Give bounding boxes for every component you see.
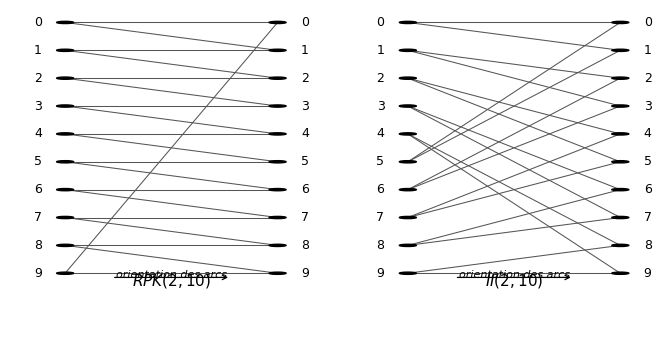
Text: 6: 6 [301, 183, 309, 196]
Text: 7: 7 [376, 211, 384, 224]
Text: 4: 4 [301, 127, 309, 140]
Text: 9: 9 [301, 267, 309, 280]
Text: 1: 1 [301, 44, 309, 57]
Text: 0: 0 [644, 16, 652, 29]
Circle shape [399, 216, 417, 219]
Text: 3: 3 [376, 100, 384, 113]
Circle shape [399, 133, 417, 135]
Circle shape [269, 77, 286, 79]
Circle shape [56, 105, 74, 107]
Circle shape [56, 161, 74, 163]
Circle shape [399, 189, 417, 191]
Circle shape [269, 161, 286, 163]
Circle shape [612, 21, 629, 24]
Text: 8: 8 [34, 239, 42, 252]
Text: 3: 3 [644, 100, 652, 113]
Text: 9: 9 [34, 267, 42, 280]
Circle shape [612, 105, 629, 107]
Text: 7: 7 [34, 211, 42, 224]
Text: 2: 2 [644, 72, 652, 85]
Circle shape [612, 77, 629, 79]
Text: 1: 1 [376, 44, 384, 57]
Circle shape [269, 133, 286, 135]
Circle shape [399, 21, 417, 24]
Text: $RPK(2, 10)$: $RPK(2, 10)$ [132, 272, 211, 290]
Circle shape [612, 189, 629, 191]
Text: 5: 5 [376, 155, 384, 168]
Circle shape [612, 49, 629, 51]
Circle shape [56, 216, 74, 219]
Text: 0: 0 [376, 16, 384, 29]
Text: 5: 5 [34, 155, 42, 168]
Text: 0: 0 [301, 16, 309, 29]
Circle shape [269, 189, 286, 191]
Text: 4: 4 [34, 127, 42, 140]
Circle shape [56, 49, 74, 51]
Text: 6: 6 [376, 183, 384, 196]
Circle shape [269, 216, 286, 219]
Circle shape [56, 272, 74, 274]
Circle shape [56, 189, 74, 191]
Circle shape [269, 49, 286, 51]
Text: 3: 3 [34, 100, 42, 113]
Text: 8: 8 [376, 239, 384, 252]
Circle shape [56, 21, 74, 24]
Circle shape [269, 105, 286, 107]
Circle shape [399, 49, 417, 51]
Circle shape [399, 161, 417, 163]
Text: 8: 8 [644, 239, 652, 252]
Text: 4: 4 [644, 127, 652, 140]
Text: 4: 4 [376, 127, 384, 140]
Text: 5: 5 [301, 155, 309, 168]
Text: 6: 6 [644, 183, 652, 196]
Circle shape [612, 272, 629, 274]
Text: 2: 2 [301, 72, 309, 85]
Circle shape [56, 133, 74, 135]
Text: 1: 1 [34, 44, 42, 57]
Text: 3: 3 [301, 100, 309, 113]
Text: 7: 7 [301, 211, 309, 224]
Circle shape [399, 244, 417, 246]
Text: 1: 1 [644, 44, 652, 57]
Circle shape [269, 244, 286, 246]
Text: orientation des arcs: orientation des arcs [116, 270, 227, 280]
Circle shape [612, 133, 629, 135]
Circle shape [269, 272, 286, 274]
Text: 5: 5 [644, 155, 652, 168]
Circle shape [612, 216, 629, 219]
Text: 0: 0 [34, 16, 42, 29]
Text: 8: 8 [301, 239, 309, 252]
Circle shape [399, 105, 417, 107]
Text: 7: 7 [644, 211, 652, 224]
Text: 2: 2 [34, 72, 42, 85]
Text: 9: 9 [644, 267, 652, 280]
Circle shape [56, 77, 74, 79]
Circle shape [612, 161, 629, 163]
Text: 9: 9 [376, 267, 384, 280]
Circle shape [56, 244, 74, 246]
Circle shape [399, 77, 417, 79]
Text: 2: 2 [376, 72, 384, 85]
Text: orientation des arcs: orientation des arcs [458, 270, 570, 280]
Circle shape [612, 244, 629, 246]
Circle shape [399, 272, 417, 274]
Text: 6: 6 [34, 183, 42, 196]
Circle shape [269, 21, 286, 24]
Text: $II(2, 10)$: $II(2, 10)$ [485, 272, 543, 290]
